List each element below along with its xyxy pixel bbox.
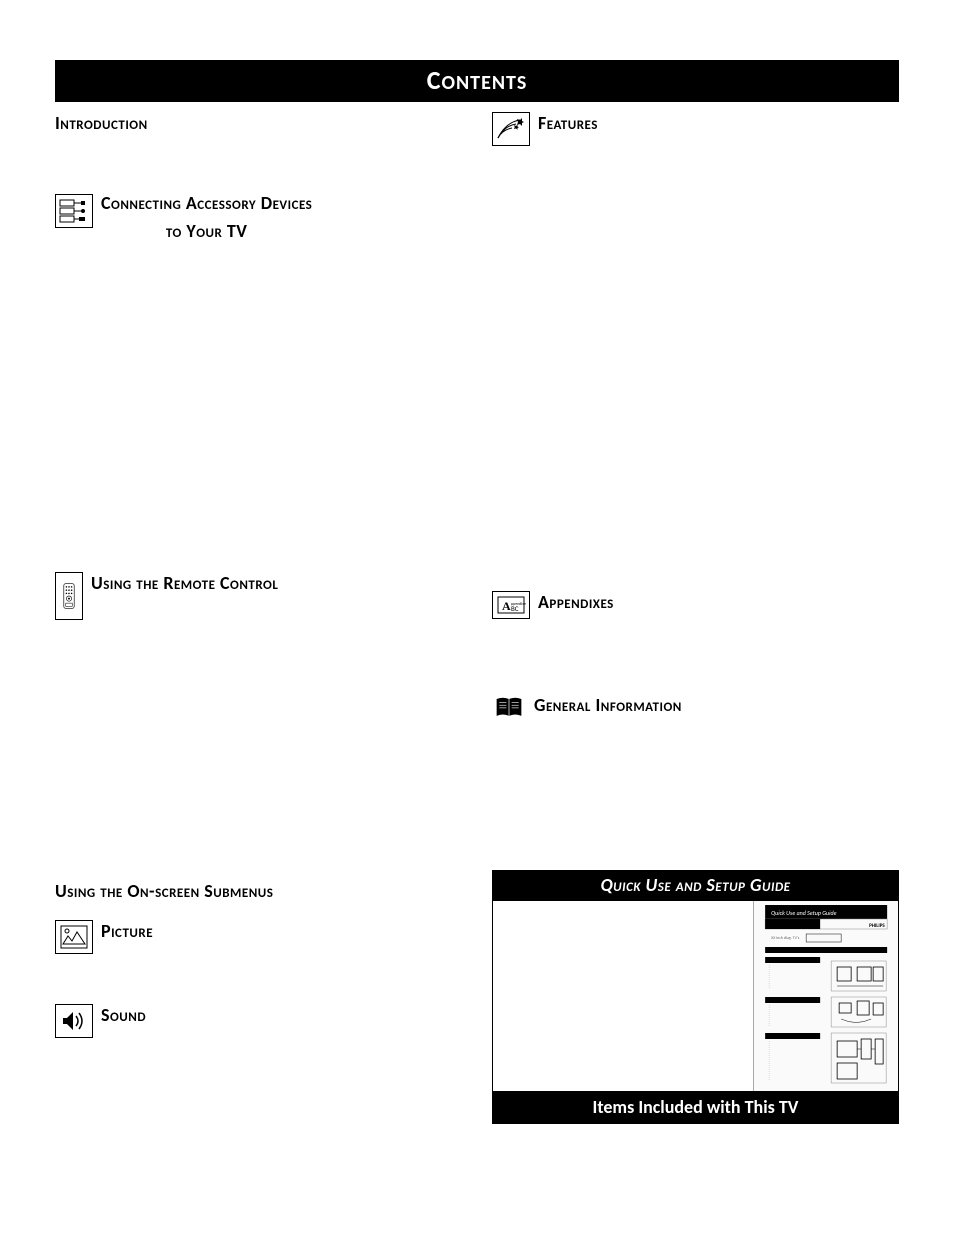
submenus-heading: Using the On-screen Submenus	[55, 880, 462, 902]
quick-guide-box: Quick Use and Setup Guide Quick Use and …	[492, 870, 899, 1092]
quick-guide-header: Quick Use and Setup Guide	[493, 871, 898, 901]
quick-guide-thumbnail: Quick Use and Setup Guide PHILIPS XX inc…	[753, 901, 898, 1091]
picture-icon	[55, 920, 93, 954]
features-label: Features	[538, 112, 598, 134]
contents-rest: ONTENTS	[441, 71, 527, 95]
submenus-label: Using the On-screen Submenus	[55, 880, 273, 902]
items-included-bar: Items Included with This TV	[492, 1092, 899, 1124]
svg-text:BC: BC	[511, 604, 519, 613]
features-section: Features	[492, 112, 899, 146]
connecting-line2: to Your TV	[166, 222, 248, 242]
book-icon	[492, 694, 526, 720]
contents-initial: C	[427, 64, 442, 96]
svg-text:XX inch diag. TV's: XX inch diag. TV's	[771, 936, 800, 941]
connecting-line1: Connecting Accessory Devices	[101, 194, 312, 214]
sound-section: Sound	[55, 1004, 462, 1038]
appendixes-heading: Appendixes	[538, 591, 614, 613]
contents-banner: CONTENTS	[55, 60, 899, 102]
general-info-section: General Information	[492, 694, 899, 720]
right-column: Features A ppendixes BC Appendixes	[492, 112, 899, 1124]
svg-text:A: A	[502, 599, 511, 613]
two-column-layout: Introduction Connecting Accessory Dev	[55, 112, 899, 1124]
appendixes-label: Appendixes	[538, 591, 614, 613]
picture-heading: Picture	[101, 920, 153, 942]
connecting-section: Connecting Accessory Devices to Your TV	[55, 194, 462, 242]
general-info-heading: General Information	[534, 694, 682, 716]
connecting-title: Connecting Accessory Devices to Your TV	[101, 194, 312, 242]
appendixes-section: A ppendixes BC Appendixes	[492, 591, 899, 619]
quick-guide-body: Quick Use and Setup Guide PHILIPS XX inc…	[493, 901, 898, 1091]
introduction-heading: Introduction	[55, 112, 462, 134]
remote-label: Using the Remote Control	[91, 572, 278, 594]
mini-header-text: Quick Use and Setup Guide	[771, 909, 836, 917]
picture-label: Picture	[101, 920, 153, 942]
picture-section: Picture	[55, 920, 462, 954]
quick-guide-label: Quick Use and Setup Guide	[600, 874, 790, 896]
mini-brand-text: PHILIPS	[869, 923, 885, 929]
left-column: Introduction Connecting Accessory Dev	[55, 112, 462, 1124]
remote-section: Using the Remote Control	[55, 572, 462, 620]
quick-guide-text-area	[493, 901, 753, 1091]
remote-heading: Using the Remote Control	[91, 572, 278, 594]
sound-heading: Sound	[101, 1004, 146, 1026]
introduction-label: Introduction	[55, 112, 148, 134]
sound-label: Sound	[101, 1004, 146, 1026]
general-info-label: General Information	[534, 694, 682, 716]
appendixes-icon: A ppendixes BC	[492, 591, 530, 619]
features-icon	[492, 112, 530, 146]
remote-icon	[55, 572, 83, 620]
sound-icon	[55, 1004, 93, 1038]
connecting-icon	[55, 194, 93, 228]
features-heading: Features	[538, 112, 598, 134]
items-included-label: Items Included with This TV	[593, 1096, 799, 1118]
